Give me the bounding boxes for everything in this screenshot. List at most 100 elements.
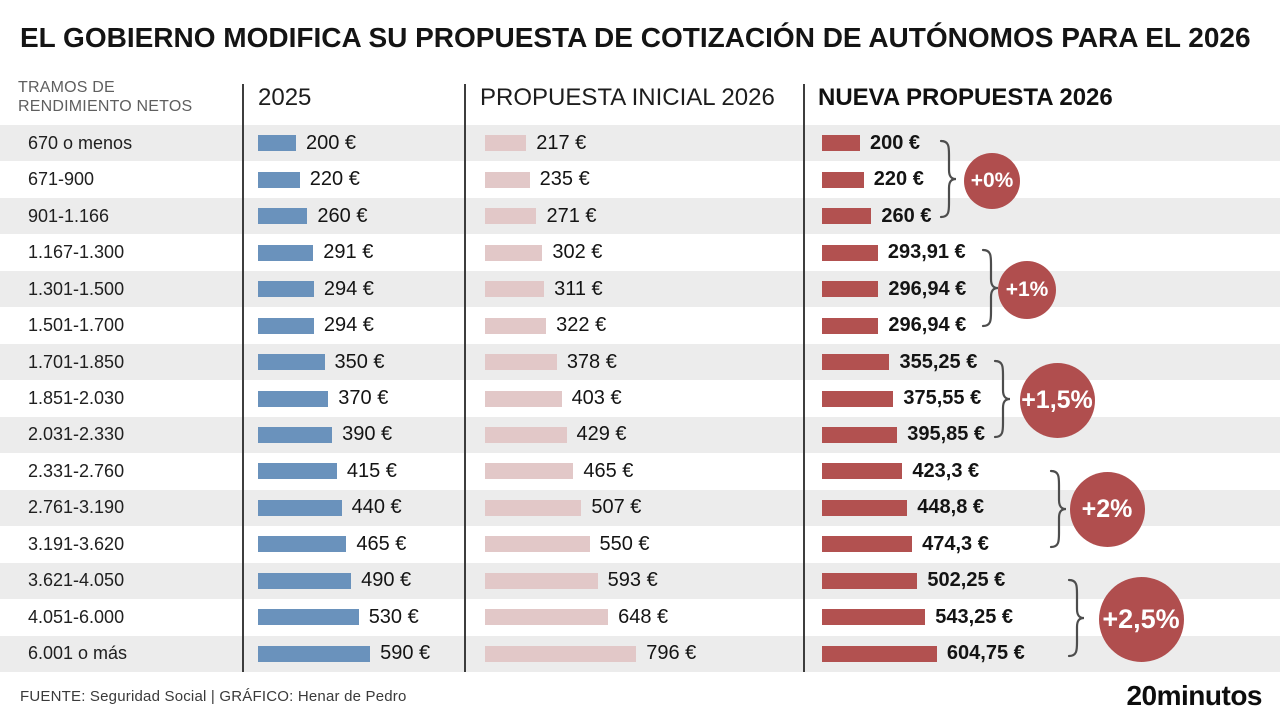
income-bracket-label: 1.301-1.500 (28, 278, 125, 299)
income-bracket-label: 1.851-2.030 (28, 388, 125, 409)
table-row: 6.001 o más 590 € 796 € 604,75 € (0, 635, 1280, 673)
value-2025: 200 € (306, 131, 357, 154)
value-propuesta-inicial: 648 € (618, 605, 669, 628)
bar-propuesta-inicial (485, 572, 598, 589)
bar-nueva-propuesta (822, 499, 908, 516)
cell-2025: 440 € (258, 490, 402, 526)
value-2025: 530 € (368, 605, 419, 628)
cell-propuesta-inicial: 648 € (485, 599, 668, 635)
bar-2025 (258, 645, 371, 662)
cell-nueva-propuesta: 293,91 € (822, 234, 966, 270)
value-propuesta-inicial: 507 € (591, 496, 642, 519)
bar-propuesta-inicial (485, 609, 609, 626)
bar-2025 (258, 281, 314, 298)
bar-propuesta-inicial (485, 317, 547, 334)
cell-2025: 370 € (258, 380, 388, 416)
value-nueva-propuesta: 502,25 € (927, 569, 1006, 592)
bar-2025 (258, 171, 300, 188)
bar-nueva-propuesta (822, 244, 878, 261)
cell-nueva-propuesta: 355,25 € (822, 344, 977, 380)
bar-propuesta-inicial (485, 244, 543, 261)
income-bracket-label: 670 o menos (28, 132, 133, 153)
table-row: 2.761-3.190 440 € 507 € 448,8 € (0, 489, 1280, 527)
income-bracket-label: 2.761-3.190 (28, 497, 125, 518)
income-bracket-label: 1.701-1.850 (28, 351, 125, 372)
cell-2025: 490 € (258, 563, 411, 599)
income-bracket-label: 3.191-3.620 (28, 533, 125, 554)
bar-nueva-propuesta (822, 354, 890, 371)
bar-propuesta-inicial (485, 536, 590, 553)
cell-propuesta-inicial: 550 € (485, 526, 650, 562)
column-header-2025: 2025 (258, 84, 312, 111)
bar-nueva-propuesta (822, 135, 860, 152)
cell-propuesta-inicial: 507 € (485, 490, 641, 526)
bar-propuesta-inicial (485, 426, 567, 443)
bar-propuesta-inicial (485, 171, 530, 188)
cell-propuesta-inicial: 465 € (485, 453, 633, 489)
value-2025: 490 € (361, 569, 412, 592)
cell-nueva-propuesta: 395,85 € (822, 417, 985, 453)
bar-nueva-propuesta (822, 426, 898, 443)
bar-2025 (258, 208, 308, 225)
income-bracket-label: 6.001 o más (28, 643, 128, 664)
value-propuesta-inicial: 796 € (646, 642, 697, 665)
cell-propuesta-inicial: 217 € (485, 125, 586, 161)
value-nueva-propuesta: 543,25 € (935, 605, 1014, 628)
value-propuesta-inicial: 311 € (554, 277, 603, 300)
bar-propuesta-inicial (485, 645, 637, 662)
bar-propuesta-inicial (485, 135, 527, 152)
table-row: 3.621-4.050 490 € 593 € 502,25 € (0, 562, 1280, 600)
bar-2025 (258, 463, 337, 480)
cell-nueva-propuesta: 423,3 € (822, 453, 979, 489)
value-2025: 294 € (323, 277, 374, 300)
value-nueva-propuesta: 423,3 € (912, 459, 980, 482)
column-header-propuesta-inicial: PROPUESTA INICIAL 2026 (480, 84, 775, 111)
value-nueva-propuesta: 260 € (881, 204, 932, 227)
income-bracket-label: 671-900 (28, 169, 95, 190)
bar-propuesta-inicial (485, 463, 574, 480)
value-propuesta-inicial: 593 € (607, 569, 658, 592)
cell-2025: 291 € (258, 234, 373, 270)
cell-2025: 465 € (258, 526, 406, 562)
value-propuesta-inicial: 465 € (583, 459, 634, 482)
value-nueva-propuesta: 355,25 € (899, 350, 978, 373)
table-row: 671-900 220 € 235 € 220 € (0, 161, 1280, 198)
value-nueva-propuesta: 474,3 € (922, 532, 989, 555)
cell-2025: 590 € (258, 636, 430, 672)
column-header-tramos: TRAMOS DE RENDIMIENTO NETOS (18, 78, 192, 116)
bar-2025 (258, 609, 359, 626)
bar-nueva-propuesta (822, 645, 937, 662)
cell-2025: 220 € (258, 161, 360, 197)
table-row: 1.851-2.030 370 € 403 € 375,55 € (0, 380, 1280, 417)
table-row: 2.331-2.760 415 € 465 € 423,3 € (0, 453, 1280, 490)
bar-propuesta-inicial (485, 354, 557, 371)
value-propuesta-inicial: 302 € (552, 241, 603, 264)
bar-2025 (258, 390, 329, 407)
bar-propuesta-inicial (485, 499, 582, 516)
value-nueva-propuesta: 296,94 € (888, 277, 967, 300)
value-2025: 390 € (342, 423, 393, 446)
bar-propuesta-inicial (485, 281, 545, 298)
source-credit: FUENTE: Seguridad Social | GRÁFICO: Hena… (20, 688, 407, 705)
value-propuesta-inicial: 378 € (566, 350, 617, 373)
bar-nueva-propuesta (822, 171, 864, 188)
cell-2025: 260 € (258, 198, 367, 234)
value-2025: 415 € (346, 459, 397, 482)
bar-nueva-propuesta (822, 609, 926, 626)
income-bracket-label: 1.501-1.700 (28, 315, 125, 336)
bar-2025 (258, 354, 325, 371)
value-propuesta-inicial: 403 € (571, 387, 622, 410)
cell-nueva-propuesta: 200 € (822, 125, 920, 161)
column-header-nueva-propuesta: NUEVA PROPUESTA 2026 (818, 84, 1113, 111)
value-propuesta-inicial: 235 € (539, 168, 590, 191)
value-propuesta-inicial: 550 € (599, 532, 650, 555)
cell-2025: 200 € (258, 125, 356, 161)
table-row: 4.051-6.000 530 € 648 € 543,25 € (0, 599, 1280, 636)
bar-nueva-propuesta (822, 390, 894, 407)
table-row: 1.501-1.700 294 € 322 € 296,94 € (0, 307, 1280, 344)
cell-2025: 294 € (258, 271, 374, 307)
cell-propuesta-inicial: 429 € (485, 417, 627, 453)
bar-nueva-propuesta (822, 208, 872, 225)
cell-propuesta-inicial: 593 € (485, 563, 658, 599)
